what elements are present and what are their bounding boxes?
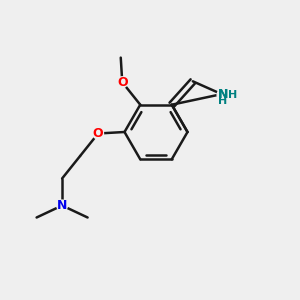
Text: N: N [218,88,228,101]
Text: O: O [93,127,104,140]
Text: H: H [228,90,238,100]
Text: H: H [218,96,228,106]
Circle shape [93,128,104,139]
Text: N: N [218,88,228,101]
Circle shape [117,77,128,88]
Text: O: O [117,76,128,89]
Text: N: N [57,199,67,212]
Circle shape [217,89,229,101]
Circle shape [57,200,68,211]
